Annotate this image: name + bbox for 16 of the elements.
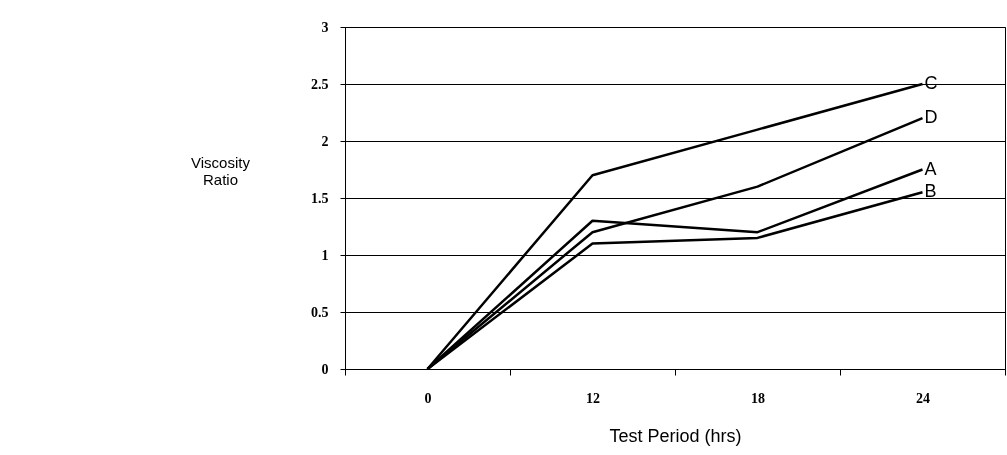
x-axis-title: Test Period (hrs) <box>609 425 742 446</box>
series-label: D <box>924 107 938 128</box>
y-tick-label: 3 <box>321 19 329 35</box>
y-tick-label: 0 <box>321 361 329 377</box>
series-label: A <box>924 158 937 179</box>
y-tick-label: 0.5 <box>311 304 329 320</box>
y-tick-label: 2.5 <box>311 76 329 92</box>
y-tick-label: 1 <box>321 247 329 263</box>
x-tick-label: 24 <box>916 390 930 406</box>
x-tick-label: 0 <box>424 390 432 406</box>
x-tick-label: 12 <box>586 390 600 406</box>
y-tick-label: 2 <box>321 133 329 149</box>
y-tick-label: 1.5 <box>311 190 329 206</box>
series-label: B <box>924 181 937 202</box>
x-tick-label: 18 <box>751 390 765 406</box>
y-axis-title: Viscosity Ratio <box>191 153 251 188</box>
